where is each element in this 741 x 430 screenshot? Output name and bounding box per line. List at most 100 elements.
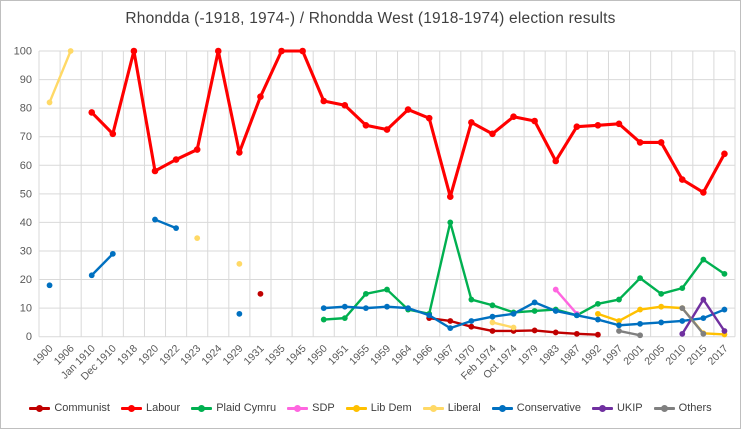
data-point [320, 305, 327, 312]
data-point [193, 146, 201, 153]
data-point [425, 114, 433, 122]
y-tick-label: 0 [26, 331, 32, 343]
data-point [468, 323, 475, 330]
data-point [46, 99, 53, 106]
data-point [531, 327, 538, 334]
data-point [173, 225, 179, 232]
data-point [152, 216, 158, 223]
data-point [679, 285, 686, 292]
series-line [491, 321, 515, 329]
data-point [130, 47, 138, 55]
x-tick-label: 1997 [600, 343, 625, 368]
data-point [109, 130, 117, 138]
data-point [67, 48, 74, 54]
data-point [468, 318, 475, 324]
x-tick-label: 1959 [368, 343, 393, 368]
series-liberal [46, 48, 517, 331]
legend-item-communist: Communist [29, 402, 110, 414]
y-tick-label: 90 [20, 74, 32, 86]
data-point [510, 310, 517, 317]
data-point [194, 235, 201, 242]
legend-marker-icon [591, 404, 613, 412]
data-point [721, 150, 728, 158]
data-point [46, 282, 53, 289]
legend-item-plaid-cymru: Plaid Cymru [191, 402, 276, 414]
legend-item-liberal: Liberal [422, 402, 481, 414]
legend-marker-icon [287, 404, 309, 412]
y-tick-label: 100 [14, 46, 32, 58]
data-point [88, 272, 95, 279]
data-point [447, 318, 454, 324]
x-tick-label: 1950 [305, 343, 330, 368]
legend-marker-icon [191, 404, 213, 412]
data-point [616, 318, 622, 324]
legend-label: Labour [145, 402, 181, 414]
data-point [510, 324, 517, 331]
x-tick-label: 1987 [558, 343, 583, 368]
data-point [595, 316, 601, 323]
data-point [594, 121, 602, 129]
legend-item-others: Others [653, 402, 712, 414]
series-line [153, 218, 178, 230]
x-tick-label: 1992 [579, 343, 604, 368]
x-tick-label: 2015 [684, 343, 709, 368]
data-point [468, 119, 475, 126]
data-point [573, 312, 580, 319]
legend-item-lib-dem: Lib Dem [345, 402, 412, 414]
x-tick-label: 1935 [263, 343, 288, 368]
data-point [700, 189, 707, 196]
data-point [700, 256, 707, 263]
data-point [658, 290, 665, 297]
data-point [489, 302, 496, 309]
data-point [552, 286, 559, 293]
data-point [320, 97, 328, 105]
data-point [341, 303, 348, 310]
x-tick-label: 1918 [115, 343, 140, 368]
series-ukip [679, 296, 728, 337]
x-tick-label: 1924 [199, 343, 224, 368]
legend-marker-dot [352, 404, 360, 412]
data-point [214, 47, 222, 55]
x-tick-label: 1922 [157, 343, 182, 368]
series-line [322, 301, 726, 330]
x-tick-label: 1951 [326, 343, 351, 368]
data-point [404, 106, 412, 113]
data-point [236, 310, 243, 317]
data-point [236, 149, 243, 156]
legend-marker-icon [491, 404, 513, 412]
data-point [489, 313, 496, 320]
legend-label: Liberal [447, 402, 481, 414]
data-point [531, 117, 538, 125]
y-axis-labels: 0 10 20 30 40 50 60 70 80 90 100 [14, 46, 32, 344]
data-point [637, 275, 643, 282]
data-point [109, 250, 116, 257]
legend-item-conservative: Conservative [491, 402, 581, 414]
legend: Communist Labour Plaid Cymru SDP Lib Dem Libe… [1, 402, 740, 414]
x-tick-label: 1900 [31, 343, 56, 368]
x-tick-label: 1955 [347, 343, 372, 368]
data-point [489, 130, 496, 138]
data-point [510, 113, 517, 121]
data-point [320, 316, 327, 323]
series-line [554, 288, 579, 316]
legend-item-ukip: UKIP [591, 402, 643, 414]
legend-marker-dot [198, 404, 206, 412]
data-point [595, 310, 601, 317]
data-point [88, 109, 96, 116]
series-conservative [46, 216, 728, 332]
series-line [48, 49, 72, 104]
legend-marker-dot [429, 404, 437, 412]
data-point [257, 290, 264, 297]
data-point [426, 312, 433, 319]
legend-marker-icon [29, 404, 51, 412]
data-point [552, 157, 560, 165]
y-tick-label: 70 [20, 131, 32, 143]
data-point [552, 308, 559, 314]
data-point [384, 286, 390, 293]
data-point [489, 319, 496, 326]
legend-marker-dot [294, 404, 302, 412]
data-point [363, 305, 369, 312]
data-point [362, 121, 370, 129]
